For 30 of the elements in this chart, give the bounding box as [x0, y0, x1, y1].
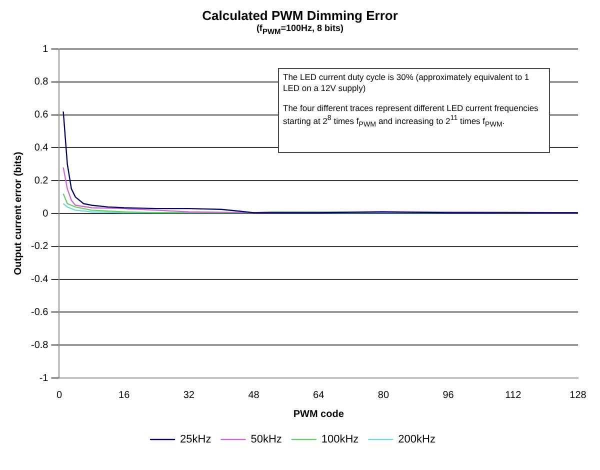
y-tick-label: 0 — [42, 208, 49, 220]
x-axis-title: PWM code — [293, 408, 344, 420]
y-tick-label: 1 — [42, 44, 49, 55]
x-tick-label: 0 — [56, 390, 62, 401]
y-tick-label: 0.8 — [34, 76, 49, 88]
x-tick-label: 32 — [183, 390, 195, 401]
x-tick-label: 112 — [505, 390, 522, 401]
chart-subtitle: (f$_{PWM}$=100Hz, 8 bits) — [255, 23, 345, 36]
legend-label: 100kHz — [321, 433, 359, 446]
y-axis-title: Output current error (bits) — [12, 152, 24, 275]
chart-title: Calculated PWM Dimming Error — [201, 8, 399, 23]
legend-label: 50kHz — [250, 433, 282, 446]
legend-label: 25kHz — [180, 433, 212, 446]
y-tick-label: -0.4 — [30, 274, 49, 285]
x-tick-label: 64 — [313, 390, 325, 401]
x-tick-label: 80 — [378, 390, 390, 401]
note-box: The LED current duty cycle is 30% (approximately equivalent to 1 LED on a 12V supply) The four different traces represent different LED current frequencies starting at 2$^{8}$ times f$_{PWM}$ and increasing to 2$^{11}$ times f$_{PWM}$. — [278, 68, 550, 154]
y-tick-label: 0.6 — [34, 109, 49, 120]
x-tick-label: 128 — [570, 390, 587, 401]
x-tick-label: 48 — [248, 390, 260, 401]
annotation: The LED current duty cycle is 30% (approximately equivalent to 1 LED on a 12V supply) — [283, 72, 530, 95]
y-tick-label: -0.8 — [30, 340, 49, 351]
y-tick-label: 0.4 — [34, 142, 49, 154]
y-tick-label: -0.2 — [30, 240, 49, 252]
x-tick-label: 96 — [442, 390, 454, 401]
y-tick-label: -1 — [39, 372, 49, 384]
legend-label: 200kHz — [398, 433, 436, 446]
y-tick-label: -0.6 — [30, 306, 49, 318]
y-tick-label: 0.2 — [34, 175, 49, 186]
x-tick-label: 16 — [118, 390, 130, 401]
